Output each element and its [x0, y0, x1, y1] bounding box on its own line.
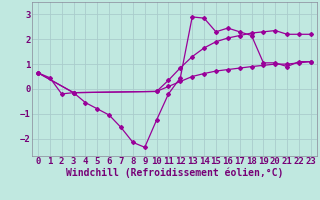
X-axis label: Windchill (Refroidissement éolien,°C): Windchill (Refroidissement éolien,°C)	[66, 168, 283, 178]
